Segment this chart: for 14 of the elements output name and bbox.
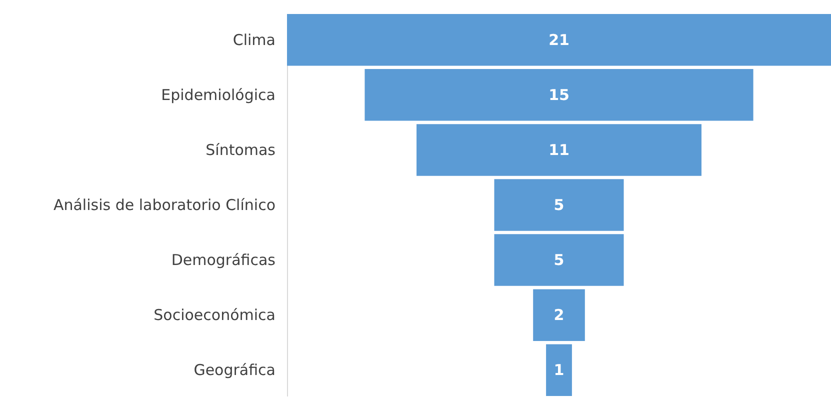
category-label: Epidemiológica: [161, 86, 276, 104]
data-label: 5: [554, 251, 564, 270]
data-label: 15: [548, 86, 570, 104]
category-label: Socioeconómica: [154, 306, 276, 324]
category-label: Demográficas: [171, 251, 276, 270]
data-label: 1: [554, 361, 564, 380]
category-label: Análisis de laboratorio Clínico: [53, 196, 276, 214]
data-label: 11: [548, 140, 570, 159]
data-label: 21: [548, 30, 570, 49]
category-label: Geográfica: [194, 361, 276, 380]
data-label: 5: [554, 196, 564, 214]
category-label: Clima: [232, 30, 276, 49]
data-label: 2: [554, 306, 564, 324]
category-label: Síntomas: [206, 140, 276, 159]
